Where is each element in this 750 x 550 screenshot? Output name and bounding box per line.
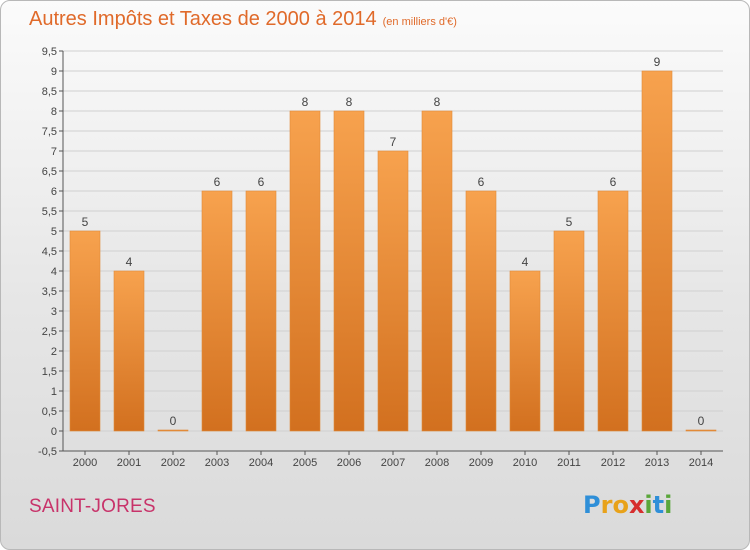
bar-2012 [597, 190, 629, 432]
x-tick-label-2007: 2007 [381, 457, 405, 469]
y-tick-label: 7,5 [42, 126, 57, 138]
y-tick-label: 2,5 [42, 326, 57, 338]
y-tick-label: 0 [51, 426, 57, 438]
x-tick-label-2006: 2006 [337, 457, 361, 469]
bar-2006 [333, 110, 365, 432]
data-label-2003: 6 [214, 175, 221, 189]
y-tick-label: 9,5 [42, 46, 57, 58]
bar-2002 [157, 429, 189, 432]
logo-letter: i [644, 491, 653, 519]
data-label-2006: 8 [346, 95, 353, 109]
bar-2009 [465, 190, 497, 432]
bar-2013 [641, 70, 673, 432]
chart-title: Autres Impôts et Taxes de 2000 à 2014 (en… [29, 8, 457, 31]
y-tick-labels: -0,5 0 0,5 1 1,5 2 2,5 3 3,5 4 4,5 5 5,5 6 6,5 7 7,5 8 8,5… [38, 46, 63, 458]
y-tick-label: 2 [51, 346, 57, 358]
y-tick-label: 0,5 [42, 406, 57, 418]
y-tick-label: 8 [51, 106, 57, 118]
bar-2001 [113, 270, 145, 432]
bar-2008 [421, 110, 453, 432]
y-tick-label: 3,5 [42, 286, 57, 298]
x-tick-label-2009: 2009 [469, 457, 493, 469]
y-tick-label: 6 [51, 186, 57, 198]
y-tick-label: 5 [51, 226, 57, 238]
x-tick-labels: 2000 2001 2002 2003 2004 2005 2006 2007 2008 2009… [73, 451, 713, 469]
data-label-2012: 6 [610, 175, 617, 189]
bar-2010 [509, 270, 541, 432]
data-label-2002: 0 [170, 414, 177, 428]
x-tick-label-2010: 2010 [513, 457, 537, 469]
commune-name: SAINT-JORES [29, 496, 156, 517]
x-tick-label-2001: 2001 [117, 457, 141, 469]
y-tick-label: -0,5 [38, 446, 57, 458]
logo-letter: o [612, 491, 629, 519]
x-tick-label-2000: 2000 [73, 457, 97, 469]
y-tick-label: 8,5 [42, 86, 57, 98]
bar-2003 [201, 190, 233, 432]
bar-2011 [553, 230, 585, 432]
y-tick-label: 1,5 [42, 366, 57, 378]
bar-2005 [289, 110, 321, 432]
data-label-2011: 5 [566, 215, 573, 229]
x-tick-label-2012: 2012 [601, 457, 625, 469]
title-unit: (en milliers d'€) [382, 16, 457, 28]
y-tick-label: 7 [51, 146, 57, 158]
data-label-2004: 6 [258, 175, 265, 189]
data-label-2009: 6 [478, 175, 485, 189]
bars [69, 70, 717, 432]
data-label-2000: 5 [82, 215, 89, 229]
y-tick-label: 3 [51, 306, 57, 318]
data-label-2008: 8 [434, 95, 441, 109]
x-tick-label-2013: 2013 [645, 457, 669, 469]
data-label-2001: 4 [126, 255, 133, 269]
x-tick-label-2011: 2011 [557, 457, 581, 469]
logo-letter: t [652, 491, 665, 519]
title-text: Autres Impôts et Taxes de 2000 à 2014 [29, 8, 377, 30]
x-tick-label-2004: 2004 [249, 457, 273, 469]
logo-letter: i [664, 491, 673, 519]
bar-2007 [377, 150, 409, 432]
x-tick-label-2014: 2014 [689, 457, 713, 469]
data-label-2005: 8 [302, 95, 309, 109]
data-label-2007: 7 [390, 135, 397, 149]
bar-2004 [245, 190, 277, 432]
logo-letter: P [583, 491, 601, 519]
x-tick-label-2005: 2005 [293, 457, 317, 469]
y-tick-label: 5,5 [42, 206, 57, 218]
y-tick-label: 1 [51, 386, 57, 398]
data-label-2010: 4 [522, 255, 529, 269]
bar-2000 [69, 230, 101, 432]
x-tick-label-2002: 2002 [161, 457, 185, 469]
y-tick-label: 6,5 [42, 166, 57, 178]
x-tick-label-2003: 2003 [205, 457, 229, 469]
logo-letter: r [600, 491, 613, 519]
y-tick-label: 4,5 [42, 246, 57, 258]
data-label-2013: 9 [654, 55, 661, 69]
data-label-2014: 0 [698, 414, 705, 428]
data-labels: 5 4 0 6 6 8 8 7 8 6 4 5 6 9 0 [82, 55, 705, 428]
y-tick-label: 4 [51, 266, 57, 278]
logo-letter: x [628, 491, 645, 519]
y-tick-label: 9 [51, 66, 57, 78]
bar-2014 [685, 429, 717, 432]
proxiti-logo[interactable]: Proxiti [583, 491, 672, 519]
x-tick-label-2008: 2008 [425, 457, 449, 469]
